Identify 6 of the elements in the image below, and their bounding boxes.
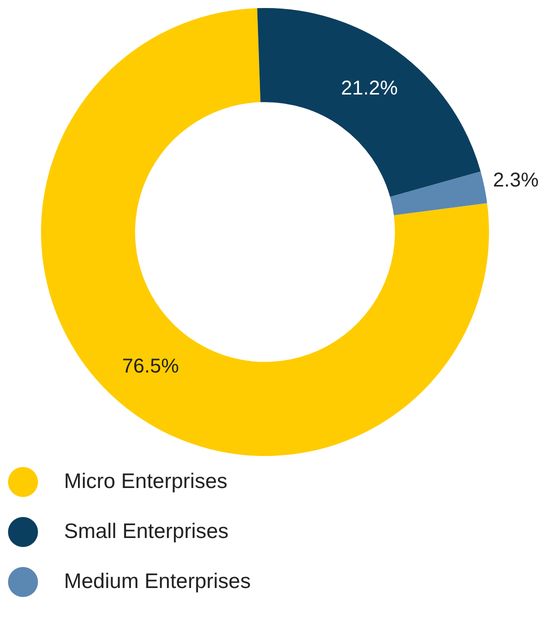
legend-label: Medium Enterprises bbox=[64, 570, 251, 594]
data-label: 76.5% bbox=[122, 355, 180, 378]
legend-label: Small Enterprises bbox=[64, 520, 229, 544]
data-label: 2.3% bbox=[493, 169, 539, 192]
legend-label: Micro Enterprises bbox=[64, 470, 228, 494]
data-label: 21.2% bbox=[341, 78, 398, 100]
